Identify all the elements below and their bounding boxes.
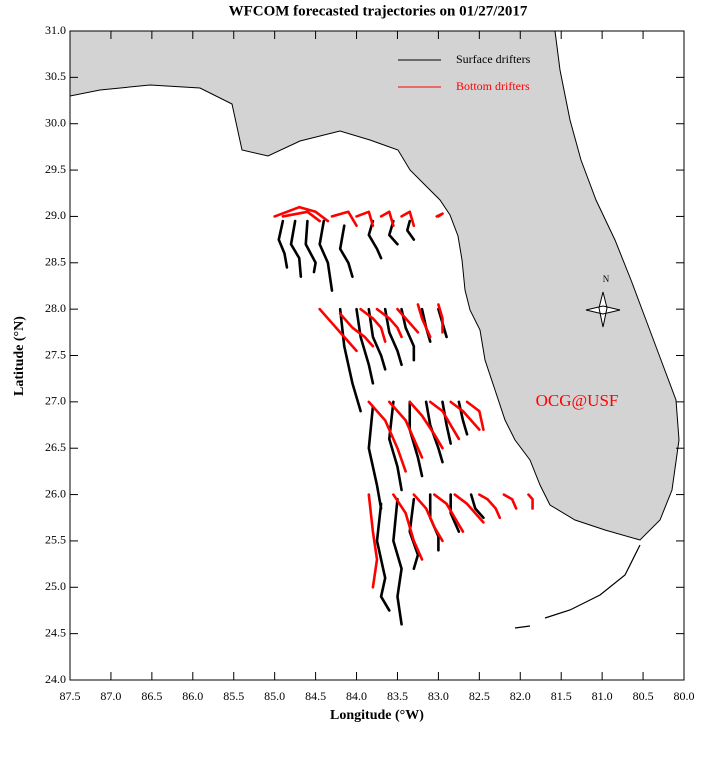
trajectory — [367, 307, 387, 371]
y-axis-label: Latitude (°N) — [12, 316, 27, 396]
trajectory — [408, 400, 424, 478]
legend-label: Bottom drifters — [456, 79, 530, 93]
trajectory — [277, 219, 289, 269]
x-tick-label: 80.5 — [633, 689, 654, 703]
land — [70, 31, 680, 629]
trajectory — [387, 400, 403, 492]
x-tick-label: 82.0 — [510, 689, 531, 703]
trajectory — [379, 210, 395, 227]
trajectory — [318, 307, 358, 353]
y-tick-label: 31.0 — [45, 23, 66, 37]
trajectory — [435, 212, 444, 218]
trajectory — [400, 307, 416, 362]
trajectory — [367, 493, 379, 589]
x-tick-label: 83.5 — [387, 689, 408, 703]
y-tick-label: 30.5 — [45, 69, 66, 83]
trajectory — [469, 493, 485, 520]
compass-rose — [585, 291, 621, 328]
x-tick-label: 84.5 — [305, 689, 326, 703]
y-tick-label: 25.5 — [45, 533, 66, 547]
trajectory — [304, 219, 317, 274]
trajectory — [441, 400, 452, 445]
trajectory — [289, 219, 303, 278]
y-tick-label: 27.5 — [45, 347, 66, 361]
trajectory — [375, 502, 391, 612]
y-tick-label: 24.0 — [45, 672, 66, 686]
trajectory — [338, 307, 362, 413]
trajectory — [416, 303, 432, 339]
x-tick-label: 85.0 — [264, 689, 285, 703]
y-tick-label: 27.0 — [45, 394, 66, 408]
compass-label: N — [603, 274, 610, 284]
tracks — [273, 205, 534, 626]
legend-label: Surface drifters — [456, 52, 531, 66]
trajectory — [428, 400, 461, 441]
trajectory — [478, 493, 502, 520]
y-tick-label: 25.0 — [45, 579, 66, 593]
y-tick-label: 29.5 — [45, 162, 66, 176]
x-tick-label: 87.0 — [100, 689, 121, 703]
trajectory — [405, 219, 416, 241]
trajectory — [355, 210, 375, 227]
y-tick-label: 28.5 — [45, 255, 66, 269]
compass: N — [585, 274, 621, 328]
florida-keys — [514, 544, 641, 629]
trajectory — [457, 400, 469, 436]
y-tick-label: 26.0 — [45, 486, 66, 500]
trajectory — [412, 493, 444, 543]
trajectory — [383, 307, 403, 367]
trajectory — [375, 307, 403, 339]
annotation: OCG@USF — [536, 391, 619, 410]
x-tick-label: 81.5 — [551, 689, 572, 703]
y-tick-label: 26.5 — [45, 440, 66, 454]
x-tick-label: 81.0 — [592, 689, 613, 703]
trajectory — [465, 400, 485, 431]
trajectory — [387, 219, 399, 246]
x-tick-label: 86.5 — [141, 689, 162, 703]
trajectory — [273, 205, 330, 223]
florida-coastline — [70, 31, 680, 541]
x-tick-label: 87.5 — [60, 689, 81, 703]
trajectory — [392, 497, 403, 626]
trajectory — [449, 400, 481, 431]
trajectory — [281, 210, 321, 223]
trajectory — [527, 493, 534, 510]
x-tick-label: 80.0 — [674, 689, 695, 703]
trajectory — [338, 312, 375, 348]
x-tick-label: 86.0 — [182, 689, 203, 703]
x-tick-label: 84.0 — [346, 689, 367, 703]
trajectory — [400, 210, 416, 227]
trajectory — [453, 493, 485, 524]
x-axis-label: Longitude (°W) — [330, 708, 424, 723]
trajectory — [433, 493, 465, 533]
trajectory — [355, 307, 375, 385]
trajectory — [359, 307, 387, 343]
x-tick-label: 82.5 — [469, 689, 490, 703]
trajectory — [338, 224, 354, 278]
trajectory — [502, 493, 518, 510]
trajectory — [392, 493, 424, 561]
y-tick-label: 28.0 — [45, 301, 66, 315]
y-tick-label: 24.5 — [45, 625, 66, 639]
trajectory — [437, 303, 444, 334]
trajectory — [387, 400, 424, 459]
y-tick-label: 29.0 — [45, 208, 66, 222]
trajectory — [330, 210, 358, 227]
trajectory — [367, 400, 407, 473]
trajectory — [396, 307, 420, 334]
trajectory — [367, 405, 383, 510]
legend: Surface drifters Bottom drifters — [398, 52, 531, 93]
x-tick-label: 85.5 — [223, 689, 244, 703]
x-tick-label: 83.0 — [428, 689, 449, 703]
axes: 87.5 87.0 86.5 86.0 85.5 85.0 84.5 84.0 83.5 83.0… — [45, 23, 695, 703]
trajectory — [318, 219, 334, 292]
trajectory — [367, 219, 383, 260]
y-tick-label: 30.0 — [45, 115, 66, 129]
chart-title: WFCOM forecasted trajectories on 01/27/2… — [229, 3, 528, 19]
trajectory — [408, 400, 444, 450]
